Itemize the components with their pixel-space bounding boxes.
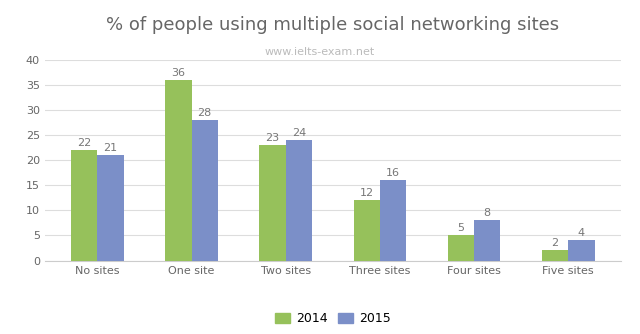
Text: 21: 21 xyxy=(104,143,118,153)
Bar xyxy=(71,150,97,261)
Text: 16: 16 xyxy=(386,168,400,178)
Bar xyxy=(448,235,474,261)
Text: 4: 4 xyxy=(578,228,585,238)
Text: www.ielts-exam.net: www.ielts-exam.net xyxy=(265,47,375,57)
Bar xyxy=(568,240,595,261)
Bar xyxy=(380,180,406,261)
Bar xyxy=(542,250,568,261)
Legend: 2014, 2015: 2014, 2015 xyxy=(270,307,396,330)
Title: % of people using multiple social networking sites: % of people using multiple social networ… xyxy=(106,16,559,33)
Text: 36: 36 xyxy=(172,68,186,78)
Bar xyxy=(97,155,124,261)
Bar xyxy=(165,80,191,261)
Text: 2: 2 xyxy=(552,238,559,248)
Text: 8: 8 xyxy=(484,208,491,218)
Text: 23: 23 xyxy=(266,133,280,143)
Bar xyxy=(353,200,380,261)
Bar xyxy=(191,120,218,261)
Bar xyxy=(285,140,312,261)
Bar xyxy=(474,220,500,261)
Text: 22: 22 xyxy=(77,138,92,148)
Text: 28: 28 xyxy=(198,108,212,118)
Text: 12: 12 xyxy=(360,188,374,198)
Bar xyxy=(259,145,285,261)
Text: 24: 24 xyxy=(292,128,306,138)
Text: 5: 5 xyxy=(458,223,465,233)
